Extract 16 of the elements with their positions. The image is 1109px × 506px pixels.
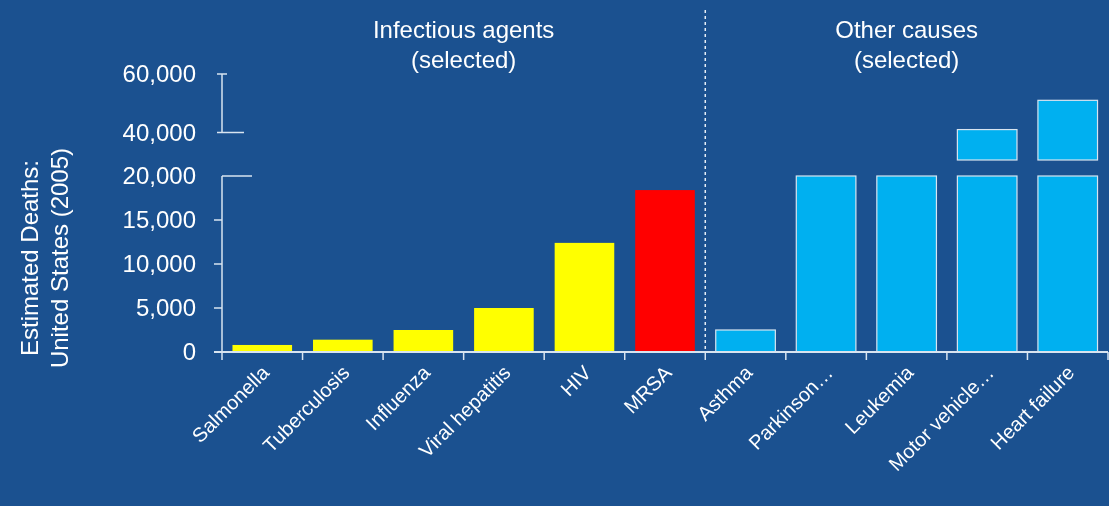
bar [554,242,615,352]
y-tick-label: 0 [182,338,196,366]
y-tick-label: 15,000 [122,206,196,234]
bar [313,339,373,352]
y-tick-label: 60,000 [122,60,196,88]
y-tick-label: 5,000 [135,294,196,322]
y-tick-label: 10,000 [122,250,196,278]
text: Infectious agents (selected) [372,16,555,73]
x-tick-label: HIV [556,360,596,401]
text: Other causes (selected) [835,16,978,73]
y-tick-label: 20,000 [122,162,196,190]
y-tick-label: 40,000 [122,118,196,146]
bar [474,308,534,352]
bar [635,190,695,352]
bar [393,330,454,352]
y-axis-title: Estimated Deaths: United States (2005) [16,147,73,369]
